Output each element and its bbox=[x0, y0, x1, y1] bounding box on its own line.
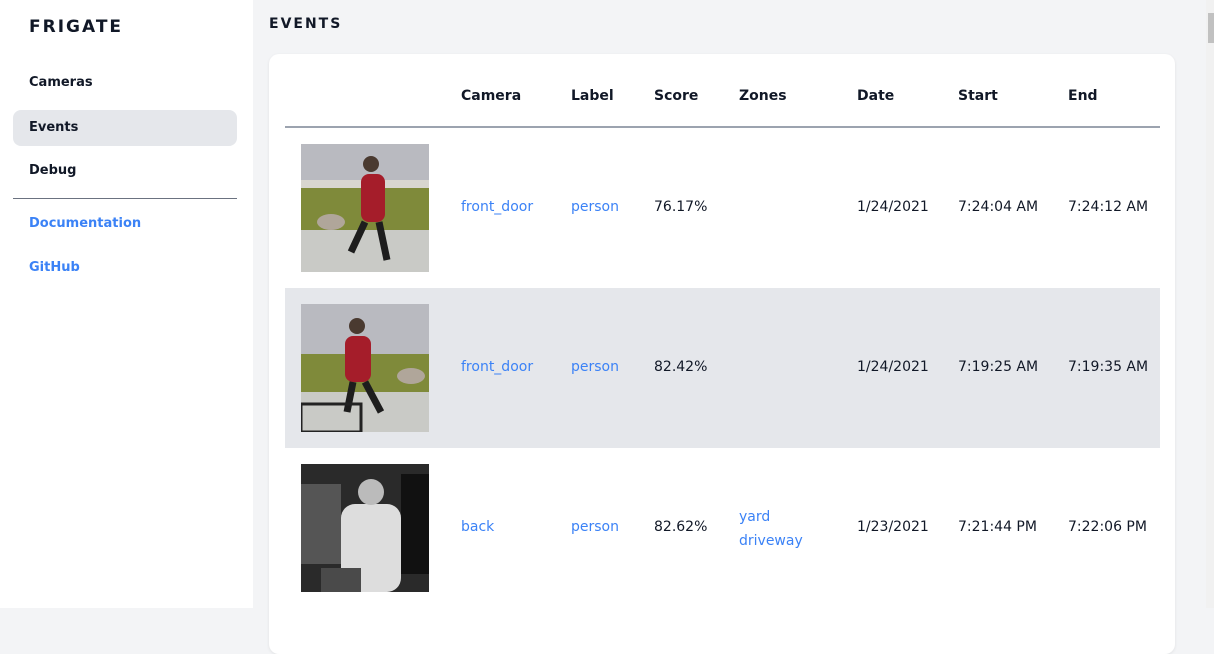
end-time: 7:22:06 PM bbox=[1068, 519, 1147, 535]
date-value: 1/24/2021 bbox=[857, 359, 929, 375]
label-link[interactable]: person bbox=[571, 519, 619, 535]
label-link[interactable]: person bbox=[571, 199, 619, 215]
sidebar-item-events[interactable]: Events bbox=[13, 110, 237, 146]
zone-link[interactable]: yard bbox=[739, 509, 771, 525]
score-value: 82.42% bbox=[654, 359, 708, 375]
zone-link[interactable]: driveway bbox=[739, 533, 803, 549]
date-value: 1/23/2021 bbox=[857, 519, 929, 535]
event-thumbnail[interactable] bbox=[301, 304, 429, 432]
start-time: 7:24:04 AM bbox=[958, 199, 1039, 215]
header-start: Start bbox=[958, 88, 998, 104]
camera-link[interactable]: back bbox=[461, 519, 495, 535]
camera-link[interactable]: front_door bbox=[461, 359, 534, 375]
header-label: Label bbox=[571, 88, 614, 104]
sidebar-item-debug[interactable]: Debug bbox=[29, 163, 77, 178]
brand-logo: FRIGATE bbox=[29, 17, 124, 37]
sidebar-divider bbox=[13, 198, 237, 199]
score-value: 76.17% bbox=[654, 199, 708, 215]
documentation-link[interactable]: Documentation bbox=[29, 216, 142, 231]
table-row[interactable]: back person 82.62% yard driveway 1/23/20… bbox=[285, 448, 1160, 608]
label-link[interactable]: person bbox=[571, 359, 619, 375]
header-zones: Zones bbox=[739, 88, 787, 104]
header-divider bbox=[285, 126, 1160, 128]
event-thumbnail[interactable] bbox=[301, 144, 429, 272]
end-time: 7:24:12 AM bbox=[1068, 199, 1149, 215]
header-camera: Camera bbox=[461, 88, 522, 104]
score-value: 82.62% bbox=[654, 519, 708, 535]
event-thumbnail[interactable] bbox=[301, 464, 429, 592]
start-time: 7:21:44 PM bbox=[958, 519, 1037, 535]
scrollbar-thumb[interactable] bbox=[1208, 13, 1214, 43]
table-row[interactable]: front_door person 76.17% 1/24/2021 7:24:… bbox=[285, 128, 1160, 288]
camera-link[interactable]: front_door bbox=[461, 199, 534, 215]
end-time: 7:19:35 AM bbox=[1068, 359, 1149, 375]
github-link[interactable]: GitHub bbox=[29, 260, 80, 275]
sidebar-item-cameras[interactable]: Cameras bbox=[29, 75, 93, 90]
header-date: Date bbox=[857, 88, 895, 104]
header-end: End bbox=[1068, 88, 1098, 104]
date-value: 1/24/2021 bbox=[857, 199, 929, 215]
page-title: EVENTS bbox=[269, 16, 343, 32]
start-time: 7:19:25 AM bbox=[958, 359, 1039, 375]
zones-cell: yard driveway bbox=[739, 505, 803, 553]
header-score: Score bbox=[654, 88, 699, 104]
scrollbar[interactable] bbox=[1206, 0, 1214, 608]
sidebar: FRIGATE Cameras Events Debug Documentati… bbox=[0, 0, 253, 608]
table-row[interactable]: front_door person 82.42% 1/24/2021 7:19:… bbox=[285, 288, 1160, 448]
